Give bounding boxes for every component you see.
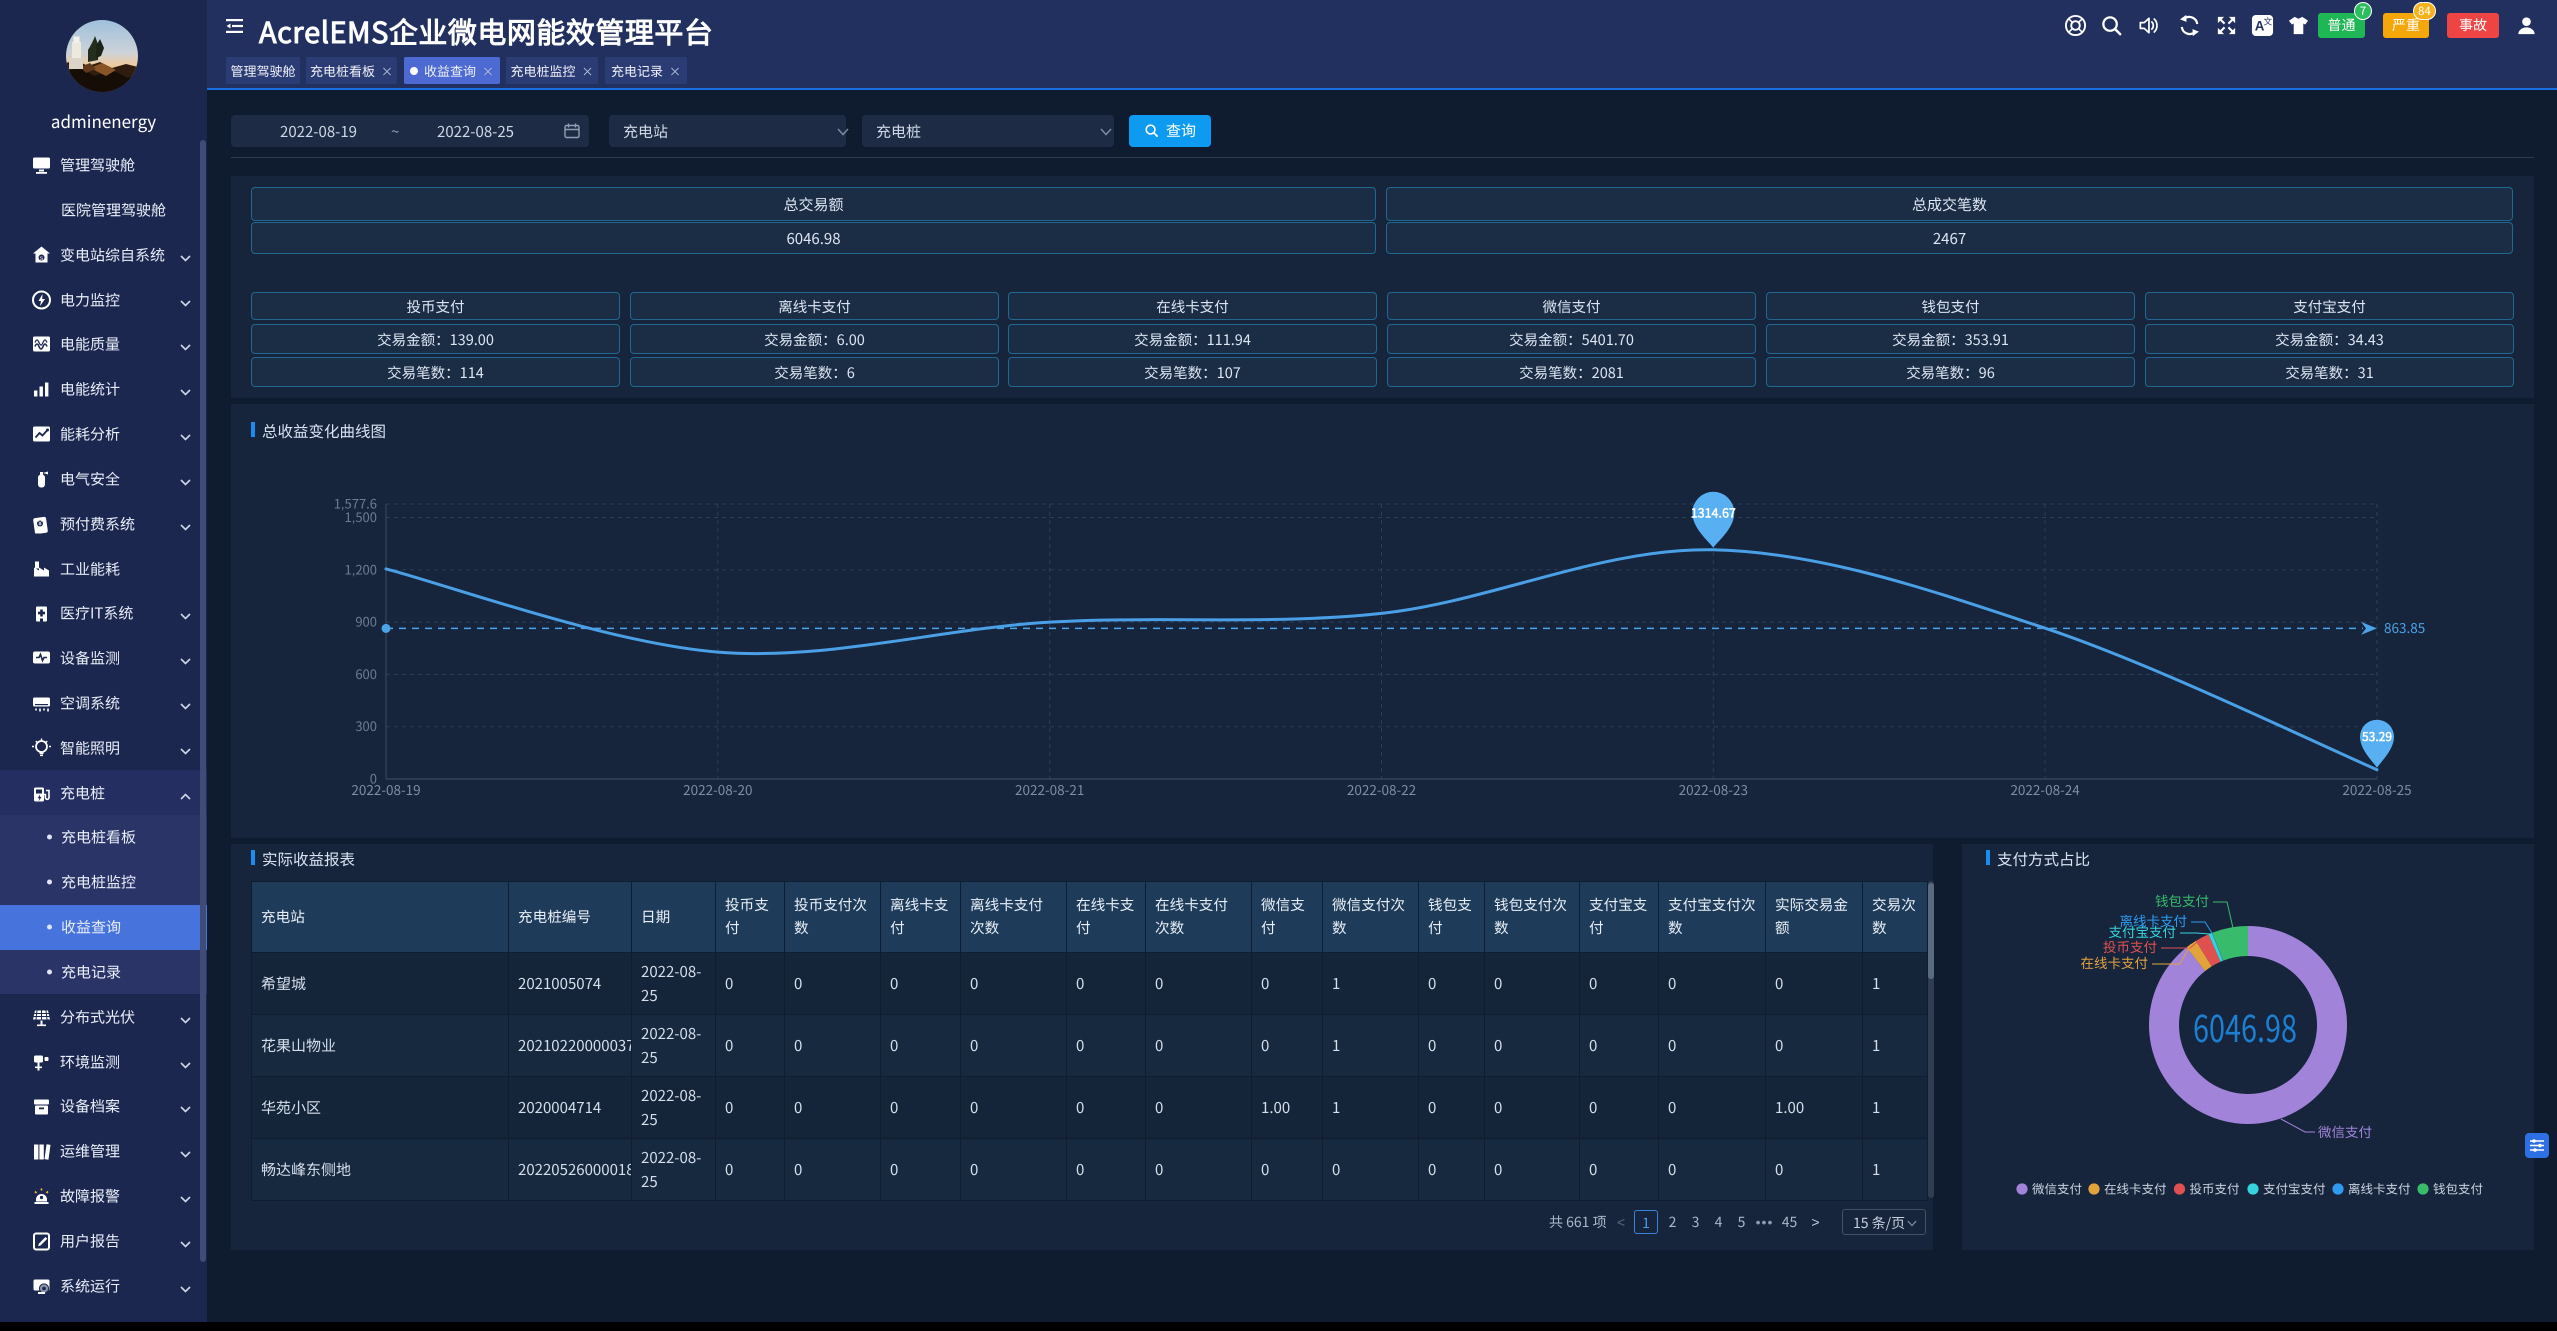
- svg-text:A: A: [2255, 18, 2265, 33]
- svg-text:900: 900: [355, 612, 377, 631]
- svg-text:2022-08-19: 2022-08-19: [351, 779, 420, 799]
- svg-text:文: 文: [2263, 16, 2272, 28]
- svg-text:离线卡支付: 离线卡支付: [2120, 910, 2188, 930]
- svg-text:2022-08-24: 2022-08-24: [2010, 779, 2080, 799]
- svg-text:1,200: 1,200: [345, 559, 377, 578]
- svg-text:2022-08-25: 2022-08-25: [2342, 779, 2411, 799]
- svg-text:微信支付: 微信支付: [2032, 1179, 2082, 1198]
- svg-text:支付宝支付: 支付宝支付: [2109, 921, 2177, 941]
- svg-text:钱包支付: 钱包支付: [2155, 890, 2209, 910]
- svg-text:投币支付: 投币支付: [2190, 1179, 2240, 1198]
- svg-text:600: 600: [355, 664, 377, 683]
- svg-text:投币支付: 投币支付: [2103, 936, 2157, 956]
- svg-text:0: 0: [370, 769, 377, 788]
- svg-text:支付宝支付: 支付宝支付: [2263, 1179, 2326, 1198]
- svg-text:2022-08-23: 2022-08-23: [1679, 779, 1748, 799]
- svg-text:2022-08-22: 2022-08-22: [1347, 779, 1416, 799]
- svg-text:钱包支付: 钱包支付: [2433, 1179, 2483, 1198]
- svg-text:离线卡支付: 离线卡支付: [2348, 1179, 2411, 1198]
- svg-text:2022-08-20: 2022-08-20: [683, 779, 752, 799]
- svg-text:1,577.6: 1,577.6: [334, 494, 377, 513]
- svg-text:2022-08-21: 2022-08-21: [1015, 779, 1084, 799]
- svg-text:863.85: 863.85: [2384, 617, 2425, 637]
- svg-text:300: 300: [355, 716, 377, 735]
- svg-text:s: s: [40, 251, 44, 261]
- svg-text:微信支付: 微信支付: [2318, 1121, 2372, 1141]
- svg-text:1,500: 1,500: [345, 507, 377, 526]
- svg-text:53.29: 53.29: [2361, 728, 2392, 745]
- svg-text:在线卡支付: 在线卡支付: [2081, 952, 2149, 972]
- svg-text:6046.98: 6046.98: [2193, 999, 2297, 1053]
- svg-text:在线卡支付: 在线卡支付: [2104, 1179, 2167, 1198]
- svg-text:¥: ¥: [38, 518, 42, 527]
- svg-text:1314.67: 1314.67: [1691, 502, 1736, 521]
